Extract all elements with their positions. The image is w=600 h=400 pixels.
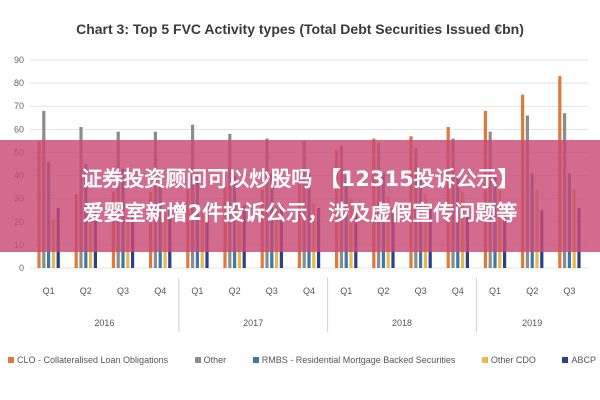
legend-swatch: [194, 357, 201, 363]
x-tick-label: Q4: [452, 286, 464, 296]
chart-title: Chart 3: Top 5 FVC Activity types (Total…: [76, 21, 524, 37]
x-tick-label: Q3: [117, 286, 129, 296]
y-tick-label: 70: [14, 101, 24, 111]
legend-swatch: [481, 357, 488, 363]
legend-label: Other: [203, 355, 227, 365]
x-tick-label: Q3: [415, 286, 427, 296]
x-axis-ticks: Q1 Q2 Q3 Q4 Q1 Q2 Q3 Q4 Q1 Q2 Q3 Q4 Q1 Q2 Q3: [43, 286, 576, 296]
overlay-banner[interactable]: 证券投资顾问可以炒股吗 【12315投诉公示】 爱婴室新增2件投诉公示，涉及虚假…: [0, 140, 600, 252]
x-tick-label: Q4: [154, 286, 166, 296]
x-tick-label: Q4: [303, 286, 315, 296]
legend-swatch: [8, 357, 14, 363]
y-tick-label: 90: [14, 55, 24, 65]
legend-item: ABCP: [562, 355, 596, 365]
chart-legend: CLO - Collateralised Loan Obligations Oth…: [8, 352, 596, 368]
year-label: 2017: [243, 318, 263, 328]
legend-swatch: [562, 357, 569, 363]
overlay-headline-2[interactable]: 爱婴室新增2件投诉公示，涉及虚假宣传问题等: [82, 201, 518, 225]
legend-swatch: [252, 357, 259, 363]
x-tick-label: Q1: [489, 286, 501, 296]
year-label: 2018: [392, 318, 412, 328]
x-tick-label: Q3: [563, 286, 575, 296]
x-tick-label: Q1: [43, 286, 55, 296]
legend-label: Other CDO: [490, 355, 536, 365]
legend-label: ABCP: [571, 355, 596, 365]
y-tick-label: 0: [19, 263, 24, 273]
y-tick-label: 80: [14, 78, 24, 88]
overlay-headline-1[interactable]: 证券投资顾问可以炒股吗 【12315投诉公示】: [81, 167, 519, 191]
x-tick-label: Q2: [526, 286, 538, 296]
y-tick-label: 60: [14, 124, 24, 134]
legend-item: CLO - Collateralised Loan Obligations: [8, 355, 168, 365]
x-tick-label: Q3: [266, 286, 278, 296]
legend-label: CLO - Collateralised Loan Obligations: [17, 355, 169, 365]
legend-item: RMBS - Residential Mortgage Backed Secur…: [252, 355, 456, 365]
x-tick-label: Q2: [229, 286, 241, 296]
year-labels: 2016 2017 2018 2019: [94, 278, 542, 332]
legend-item: Other: [194, 355, 227, 365]
year-label: 2016: [94, 318, 114, 328]
x-tick-label: Q2: [377, 286, 389, 296]
x-tick-label: Q2: [80, 286, 92, 296]
x-tick-label: Q1: [340, 286, 352, 296]
legend-item: Other CDO: [481, 355, 536, 365]
year-label: 2019: [522, 318, 542, 328]
x-tick-label: Q1: [191, 286, 203, 296]
legend-label: RMBS - Residential Mortgage Backed Secur…: [261, 355, 456, 365]
